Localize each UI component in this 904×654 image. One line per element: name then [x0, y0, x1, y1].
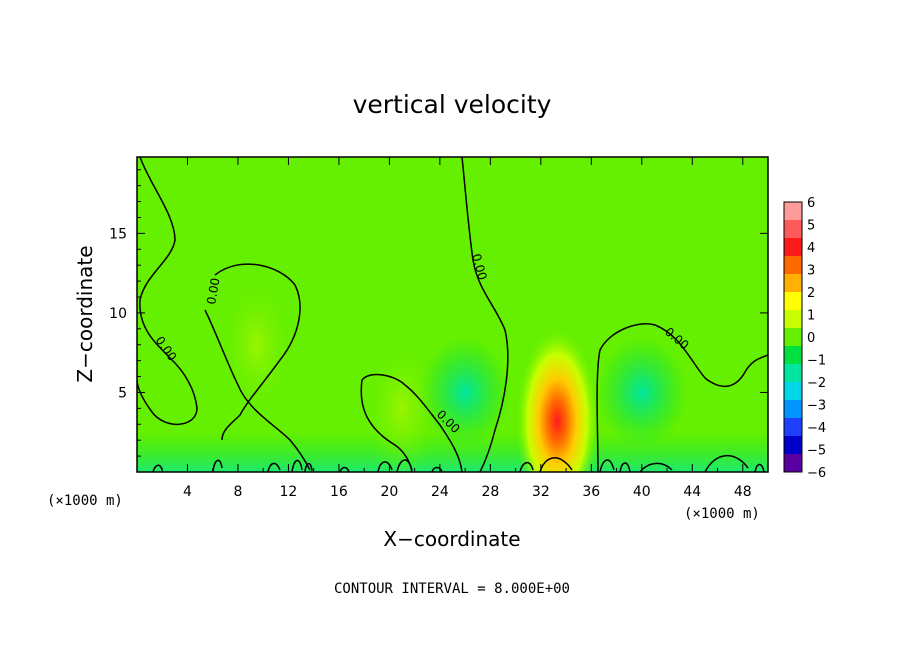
y-tick-label: 10	[109, 306, 127, 322]
colorbar-tick-label: −3	[807, 399, 826, 414]
colorbar-swatch	[784, 220, 802, 239]
colorbar-swatch	[784, 454, 802, 473]
contour-zero-center	[461, 157, 509, 472]
x-tick-label: 28	[481, 484, 499, 500]
contour-label: 0.00	[204, 277, 222, 306]
downdraft-weak-cell	[420, 337, 511, 448]
colorbar-swatch	[784, 274, 802, 293]
colorbar-tick-label: 6	[807, 196, 815, 211]
colorbar-swatch	[784, 364, 802, 383]
x-tick-label: 16	[330, 484, 348, 500]
x-tick-label: 4	[183, 484, 192, 500]
contour-zero-loop	[204, 263, 311, 471]
x-axis-label: X−coordinate	[383, 527, 520, 551]
colorbar-swatch	[784, 346, 802, 365]
downdraft-weak-cell	[596, 337, 687, 448]
colorbar: 6 5 4 3 2 1 0 −1 −2 −3 −4 −5 −6	[783, 196, 826, 481]
colorbar-swatch	[784, 292, 802, 311]
colorbar-tick-label: −6	[807, 466, 826, 481]
x-tick-label: 24	[431, 484, 449, 500]
colorbar-tick-label: 0	[807, 331, 815, 346]
y-tick-label: 5	[118, 385, 127, 401]
x-tick-label: 32	[532, 484, 550, 500]
contour-lines	[137, 157, 768, 472]
colorbar-swatch	[784, 418, 802, 437]
field-features	[137, 274, 768, 472]
contour-label: 0.00	[469, 252, 489, 281]
x-tick-label: 44	[683, 484, 701, 500]
colorbar-tick-label: 4	[807, 241, 815, 256]
colorbar-tick-label: −5	[807, 444, 826, 459]
x-tick-label: 12	[280, 484, 298, 500]
x-axis-ticks: 4 8 12 16 20 24 28 32 36 40 44 48	[161, 157, 752, 500]
plot-frame	[136, 156, 769, 473]
plot-area: 0.00 0.00 0.00 0.00 0.00	[137, 157, 768, 472]
colorbar-tick-label: −1	[807, 354, 826, 369]
colorbar-swatch	[784, 310, 802, 329]
colorbar-swatch	[784, 436, 802, 455]
x-tick-label: 48	[734, 484, 752, 500]
x-unit-label-right: (×1000 m)	[684, 506, 760, 522]
colorbar-tick-label: 1	[807, 309, 815, 324]
colorbar-swatch	[784, 202, 802, 221]
colorbar-tick-label: 3	[807, 264, 815, 279]
colorbar-swatch	[784, 400, 802, 419]
colorbar-swatch	[784, 256, 802, 275]
chart-title: vertical velocity	[353, 90, 552, 119]
x-tick-label: 20	[380, 484, 398, 500]
updraft-cell	[515, 326, 600, 472]
contour-zero-right	[596, 323, 768, 472]
contour-zero-left	[137, 157, 198, 426]
updraft-weak-cell	[364, 338, 441, 472]
colorbar-swatch	[784, 238, 802, 257]
contour-zero-bottom	[152, 454, 765, 472]
x-tick-label: 36	[582, 484, 600, 500]
colorbar-frame	[783, 201, 803, 473]
x-tick-label: 8	[233, 484, 242, 500]
x-unit-label-left: (×1000 m)	[47, 493, 123, 509]
colorbar-tick-label: −4	[807, 421, 826, 436]
y-axis-ticks: 5 10 15	[109, 169, 768, 457]
y-tick-label: 15	[109, 226, 127, 242]
x-tick-label: 40	[633, 484, 651, 500]
colorbar-swatch	[784, 382, 802, 401]
y-axis-label: Z−coordinate	[73, 245, 97, 382]
colorbar-tick-label: −2	[807, 376, 826, 391]
colorbar-tick-label: 5	[807, 219, 815, 234]
contour-interval-note: CONTOUR INTERVAL = 8.000E+00	[334, 581, 570, 597]
colorbar-swatch	[784, 328, 802, 347]
colorbar-tick-label: 2	[807, 286, 815, 301]
updraft-weak-cell	[218, 274, 295, 415]
